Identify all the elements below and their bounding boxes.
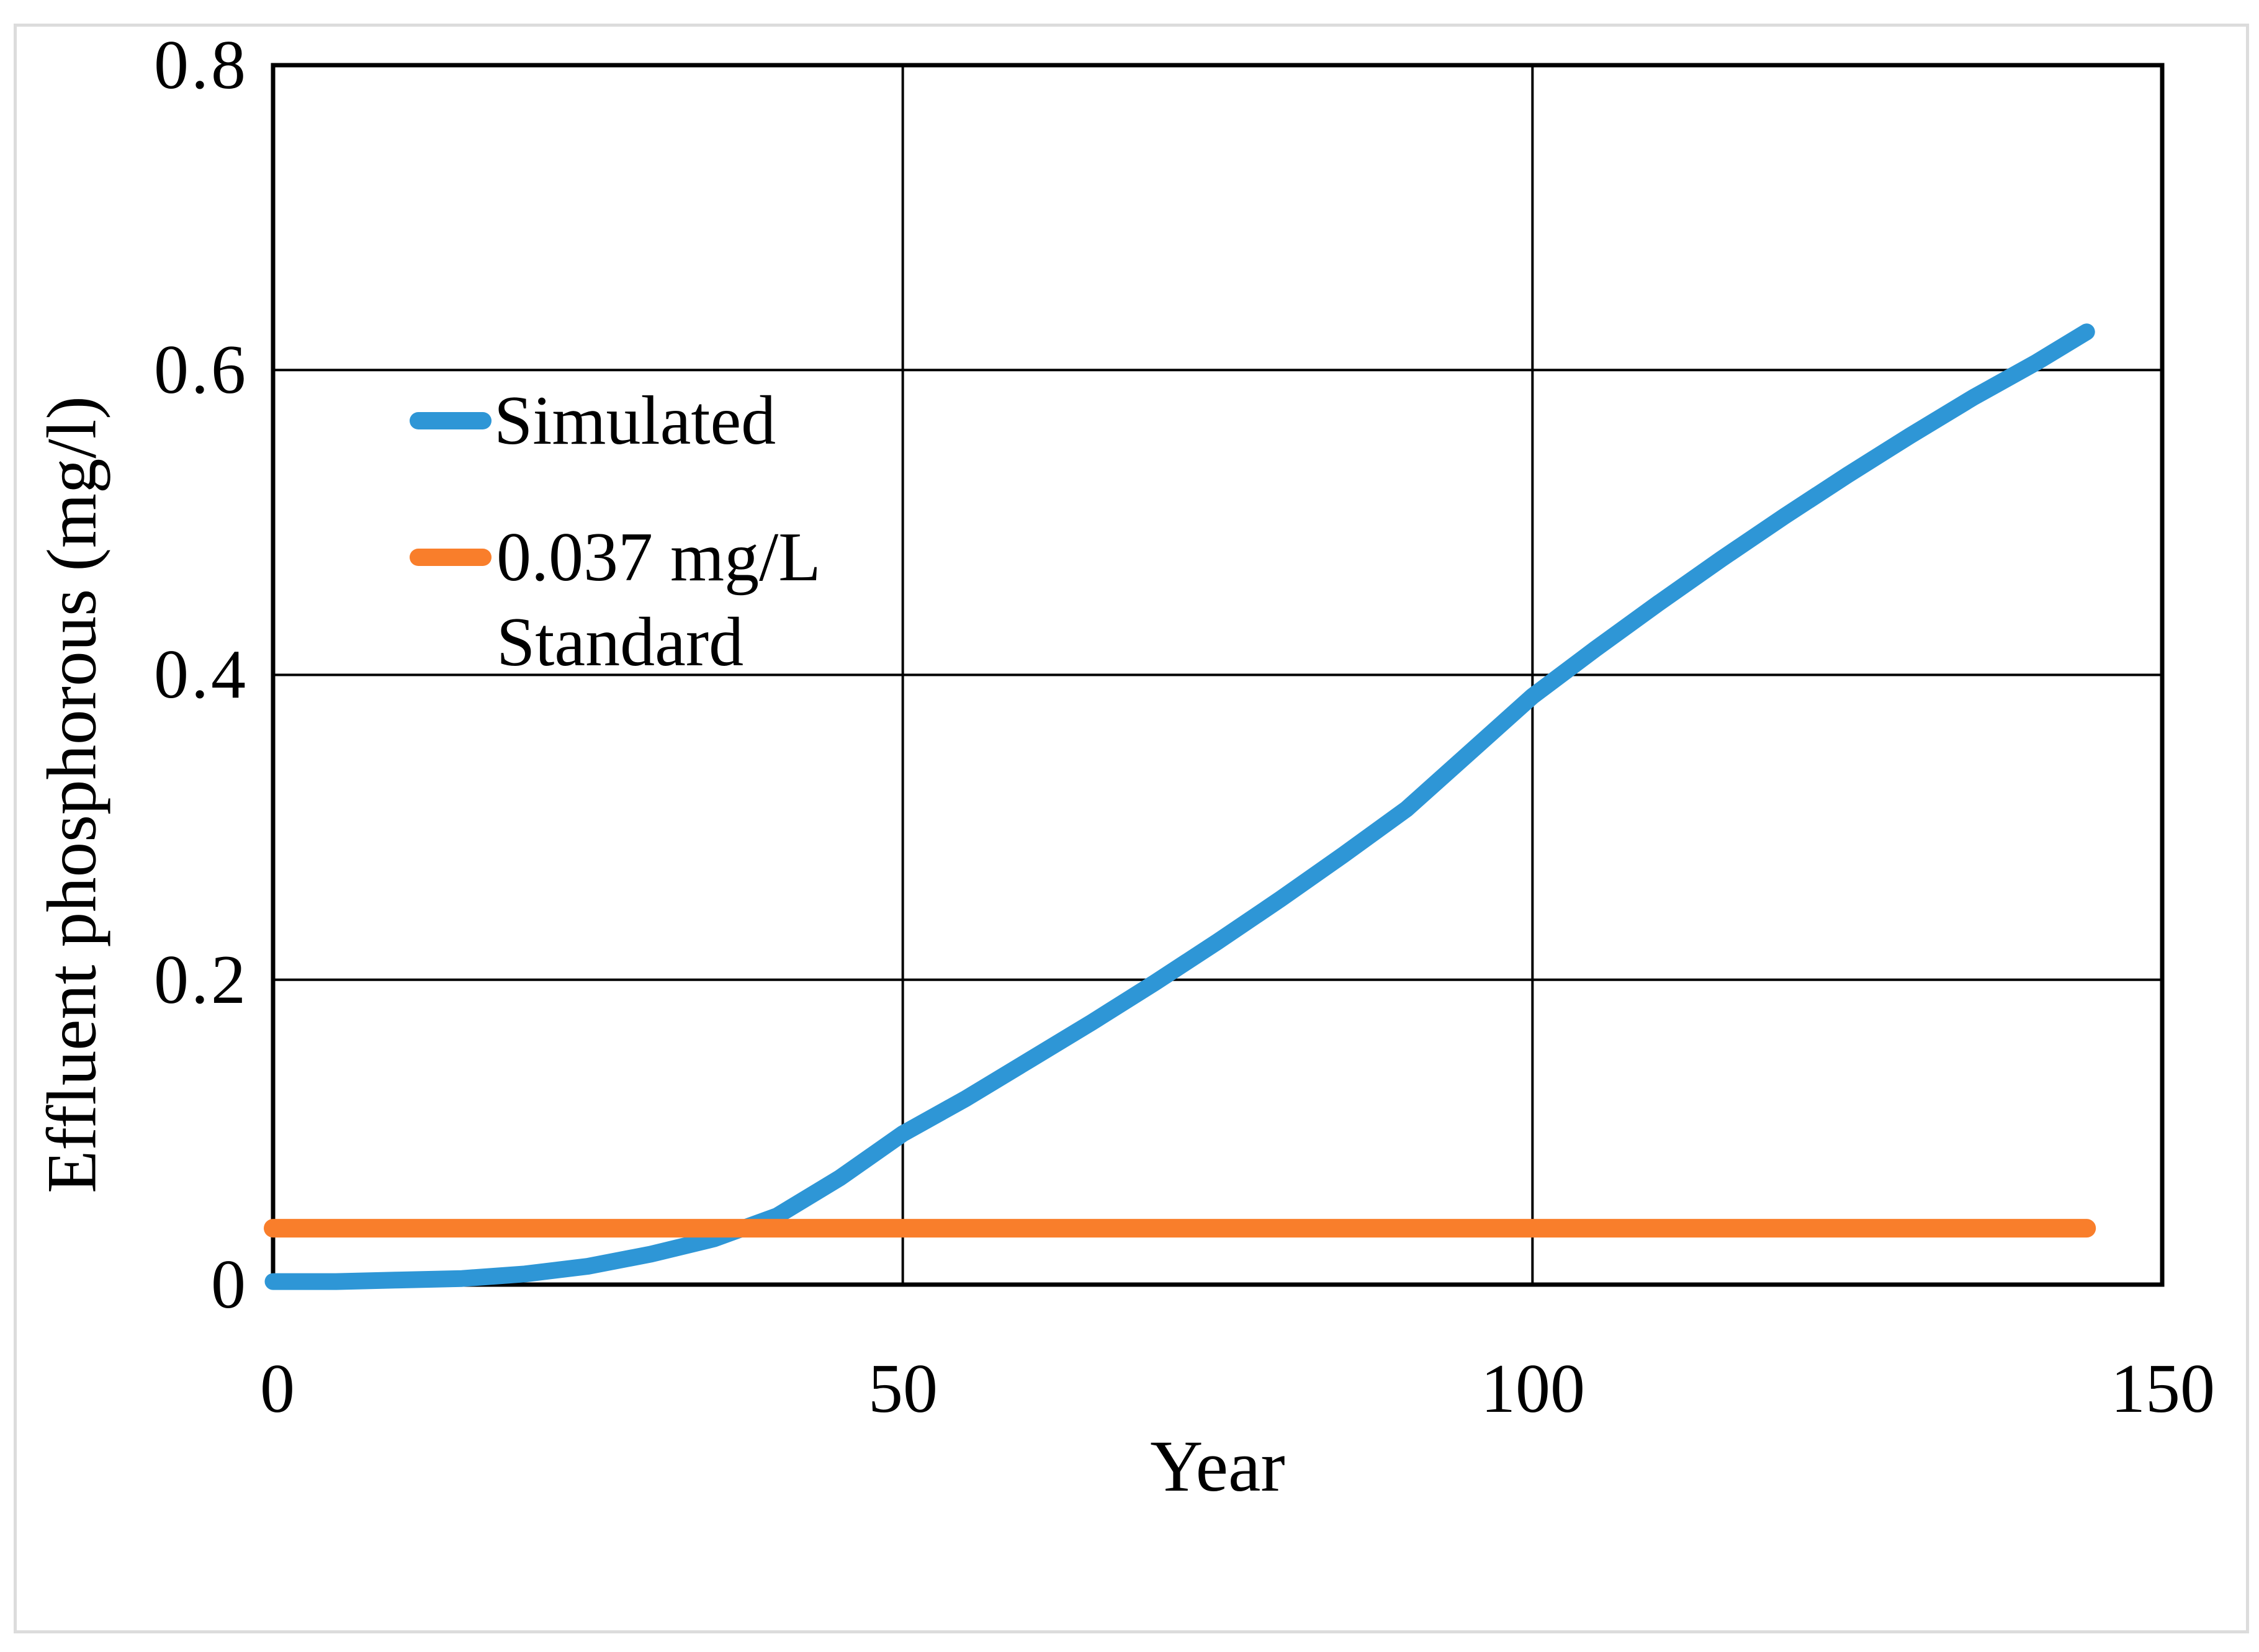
legend-label-simulated: Simulated	[494, 382, 776, 459]
x-tick-label-150: 150	[2111, 1350, 2215, 1427]
legend-swatch-standard	[410, 549, 492, 566]
legend-label-standard-line1: 0.037 mg/L	[496, 519, 821, 596]
plot-border	[271, 63, 2165, 1287]
x-tick-label-0: 0	[260, 1350, 295, 1427]
x-axis-title: Year	[1150, 1425, 1285, 1507]
legend-swatch-simulated	[410, 412, 492, 429]
y-axis-title: Effluent phosphorous (mg/l)	[33, 396, 111, 1193]
y-tick-label-0.2: 0.2	[154, 941, 248, 1018]
y-tick-label-0: 0	[211, 1246, 248, 1323]
x-tick-label-100: 100	[1481, 1350, 1585, 1427]
y-tick-label-0.6: 0.6	[154, 331, 248, 408]
y-tick-label-0.8: 0.8	[154, 27, 248, 104]
y-tick-label-0.4: 0.4	[154, 636, 248, 713]
x-tick-label-50: 50	[868, 1350, 938, 1427]
simulated-line	[264, 323, 2095, 1290]
legend-label-standard-line2: Standard	[496, 604, 744, 681]
gridlines	[273, 65, 2162, 1285]
